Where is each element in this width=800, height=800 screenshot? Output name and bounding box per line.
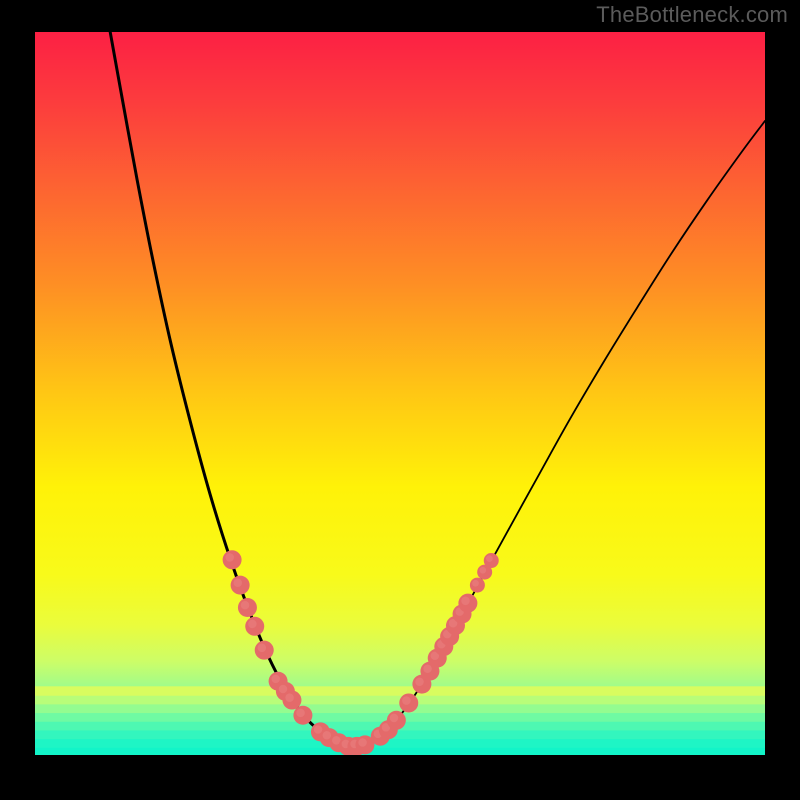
data-dot-highlight <box>358 738 367 747</box>
data-dot-highlight <box>248 620 257 629</box>
green-band <box>35 686 765 696</box>
chart-gradient-background <box>35 32 765 755</box>
data-dot-highlight <box>402 696 411 705</box>
data-dot-highlight <box>241 601 250 610</box>
data-dot-highlight <box>390 714 399 723</box>
data-dot-highlight <box>486 555 493 562</box>
data-dot-highlight <box>225 553 234 562</box>
green-band <box>35 730 765 740</box>
data-dot-highlight <box>296 709 305 718</box>
data-dot-highlight <box>285 693 294 702</box>
data-dot-highlight <box>479 567 486 574</box>
data-dot-highlight <box>472 580 479 587</box>
chart-frame: TheBottleneck.com <box>0 0 800 800</box>
green-band <box>35 748 765 756</box>
data-dot-highlight <box>314 725 323 734</box>
data-dot-highlight <box>271 675 280 684</box>
green-band <box>35 739 765 749</box>
data-dot-highlight <box>415 677 424 686</box>
watermark-text: TheBottleneck.com <box>596 2 788 28</box>
data-dot-highlight <box>423 664 432 673</box>
bottleneck-curve-chart <box>0 0 800 800</box>
data-dot-highlight <box>233 578 242 587</box>
data-dot-highlight <box>279 685 288 694</box>
data-dot-highlight <box>258 644 267 653</box>
data-dot-highlight <box>323 731 332 740</box>
data-dot-highlight <box>461 597 470 606</box>
